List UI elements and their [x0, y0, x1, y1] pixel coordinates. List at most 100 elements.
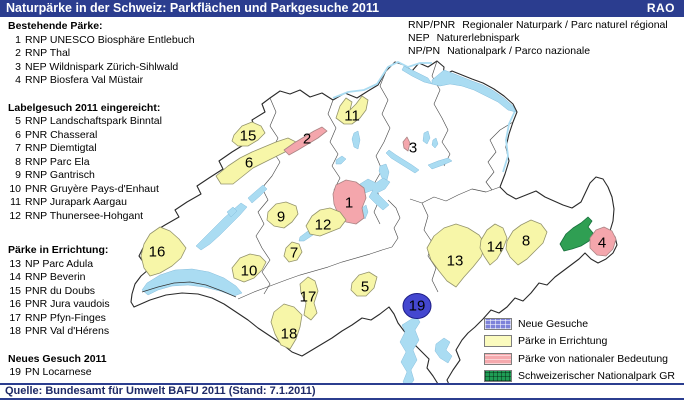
- park-list-item: 1 RNP UNESCO Biosphäre Entlebuch: [8, 34, 200, 48]
- rivers: [332, 60, 516, 173]
- item-number: 13: [9, 257, 21, 270]
- source-text: Quelle: Bundesamt für Umwelt BAFU 2011 (…: [5, 385, 316, 397]
- park-list-section: Pärke in Errichtung: 13 NP Parc Adula 14 RNP…: [8, 244, 200, 339]
- item-number: 14: [9, 271, 21, 283]
- item-label: PNR Val d'Hérens: [25, 325, 110, 337]
- park-areas: [140, 95, 617, 350]
- park-area-7: [283, 241, 303, 263]
- lake-lucerne: [357, 177, 391, 211]
- item-number: 2: [15, 47, 21, 59]
- park-list-item: 14 RNP Beverin: [8, 271, 200, 285]
- abbreviation-row: NEP Naturerlebnispark: [408, 32, 668, 45]
- park-list-item: 13 NP Parc Adula: [8, 258, 200, 272]
- source-bar: Quelle: Bundesamt für Umwelt BAFU 2011 (…: [0, 383, 684, 400]
- park-area-11: [335, 95, 369, 125]
- legend-swatch: [484, 352, 512, 365]
- legend-label: Pärke in Errichtung: [518, 335, 608, 348]
- park-list-item: 6 PNR Chasseral: [8, 129, 200, 143]
- item-label: PNR du Doubs: [25, 284, 96, 297]
- item-label: RNP Jurapark Aargau: [25, 196, 127, 208]
- park-area-14: [479, 223, 508, 266]
- legend-label: Pärke von nationaler Bedeutung: [518, 352, 669, 365]
- item-number: 12: [9, 209, 21, 222]
- item-label: PNR Jura vaudois: [25, 298, 110, 310]
- lake-maggiore: [399, 315, 421, 389]
- lake-sempach: [335, 155, 347, 165]
- abbreviation-code: NEP: [408, 31, 430, 44]
- park-area-national-park: [559, 216, 594, 252]
- park-list-item: 11 RNP Jurapark Aargau: [8, 196, 200, 210]
- item-label: PN Locarnese: [25, 366, 92, 378]
- legend-swatch: [484, 335, 512, 348]
- park-list-section: Bestehende Pärke: 1 RNP UNESCO Biosphäre E…: [8, 20, 200, 88]
- section-heading: Pärke in Errichtung:: [8, 244, 109, 256]
- abbreviation-label: Nationalpark / Parco nazionale: [447, 44, 591, 57]
- park-list-item: 4 RNP Biosfera Val Müstair: [8, 74, 200, 88]
- lake-biel: [247, 184, 268, 204]
- park-area-15: [231, 121, 266, 147]
- item-label: RNP Thunersee-Hohgant: [25, 209, 144, 222]
- item-number: 17: [9, 311, 21, 324]
- lake-hallwil: [351, 130, 361, 150]
- park-list-item: 10 PNR Gruyère Pays-d'Enhaut: [8, 183, 200, 197]
- park-area-2: [283, 126, 328, 156]
- park-area-16: [140, 226, 187, 277]
- park-list-section: Neues Gesuch 2011 19 PN Locarnese: [8, 353, 200, 380]
- park-list-item: 17 RNP Pfyn-Finges: [8, 312, 200, 326]
- item-number: 18: [9, 325, 21, 337]
- park-area-17: [299, 276, 319, 321]
- title-bar: Naturpärke in der Schweiz: Parkflächen u…: [0, 0, 684, 17]
- park-list-item: 19 PN Locarnese: [8, 366, 200, 380]
- park-area-18: [270, 303, 303, 350]
- section-heading: Neues Gesuch 2011: [8, 352, 107, 365]
- abbreviation-label: Regionaler Naturpark / Parc naturel régi…: [462, 19, 668, 31]
- lake-walen: [427, 157, 453, 170]
- section-heading: Bestehende Pärke:: [8, 20, 103, 32]
- park-list-section: Labelgesuch 2011 eingereicht: 5 RNP Landsc…: [8, 102, 200, 224]
- item-label: RNP Diemtigtal: [25, 142, 97, 154]
- item-label: NEP Wildnispark Zürich-Sihlwald: [25, 60, 179, 73]
- park-area-12: [305, 207, 347, 237]
- legend-swatch: [484, 370, 512, 383]
- park-area-10: [231, 253, 267, 283]
- legend-row: Pärke in Errichtung: [484, 333, 675, 351]
- abbreviation-row: NP/PN Nationalpark / Parco nazionale: [408, 45, 668, 58]
- brand-logo: RAO: [646, 1, 675, 15]
- lake-lugano: [434, 337, 453, 364]
- item-number: 6: [15, 128, 21, 141]
- item-label: NP Parc Adula: [25, 257, 94, 270]
- item-number: 19: [9, 366, 21, 378]
- item-number: 7: [15, 142, 21, 154]
- item-number: 15: [9, 284, 21, 297]
- park-area-3: [402, 136, 411, 152]
- lake-zurich: [385, 149, 420, 174]
- abbreviation-row: RNP/PNR Regionaler Naturpark / Parc natur…: [408, 19, 668, 32]
- item-number: 5: [15, 115, 21, 127]
- item-number: 11: [10, 196, 21, 208]
- abbreviation-legend: RNP/PNR Regionaler Naturpark / Parc natur…: [408, 19, 668, 57]
- item-number: 3: [15, 60, 21, 73]
- park-area-4: [589, 226, 617, 257]
- abbreviation-label: Naturerlebnispark: [436, 31, 520, 44]
- item-label: RNP Parc Ela: [25, 155, 90, 168]
- park-list-item: 8 RNP Parc Ela: [8, 156, 200, 170]
- legend-label: Neue Gesuche: [518, 317, 589, 330]
- park-area-13: [426, 223, 487, 288]
- park-list-item: 9 RNP Gantrisch: [8, 169, 200, 183]
- lake-neuchatel: [195, 202, 248, 251]
- lake-pfaeffikon: [431, 137, 439, 149]
- item-number: 1: [15, 33, 21, 46]
- park-area-19: [402, 293, 432, 319]
- abbreviation-code: RNP/PNR: [408, 19, 456, 31]
- item-number: 4: [15, 74, 21, 86]
- item-label: RNP Gantrisch: [25, 169, 95, 181]
- park-area-9: [266, 201, 299, 229]
- item-label: PNR Chasseral: [25, 128, 98, 141]
- item-number: 10: [9, 182, 21, 195]
- park-list-item: 16 PNR Jura vaudois: [8, 298, 200, 312]
- item-number: 9: [15, 169, 21, 181]
- page-title: Naturpärke in der Schweiz: Parkflächen u…: [6, 1, 380, 15]
- abbreviation-code: NP/PN: [408, 44, 441, 57]
- lake-constance-arm: [401, 65, 433, 85]
